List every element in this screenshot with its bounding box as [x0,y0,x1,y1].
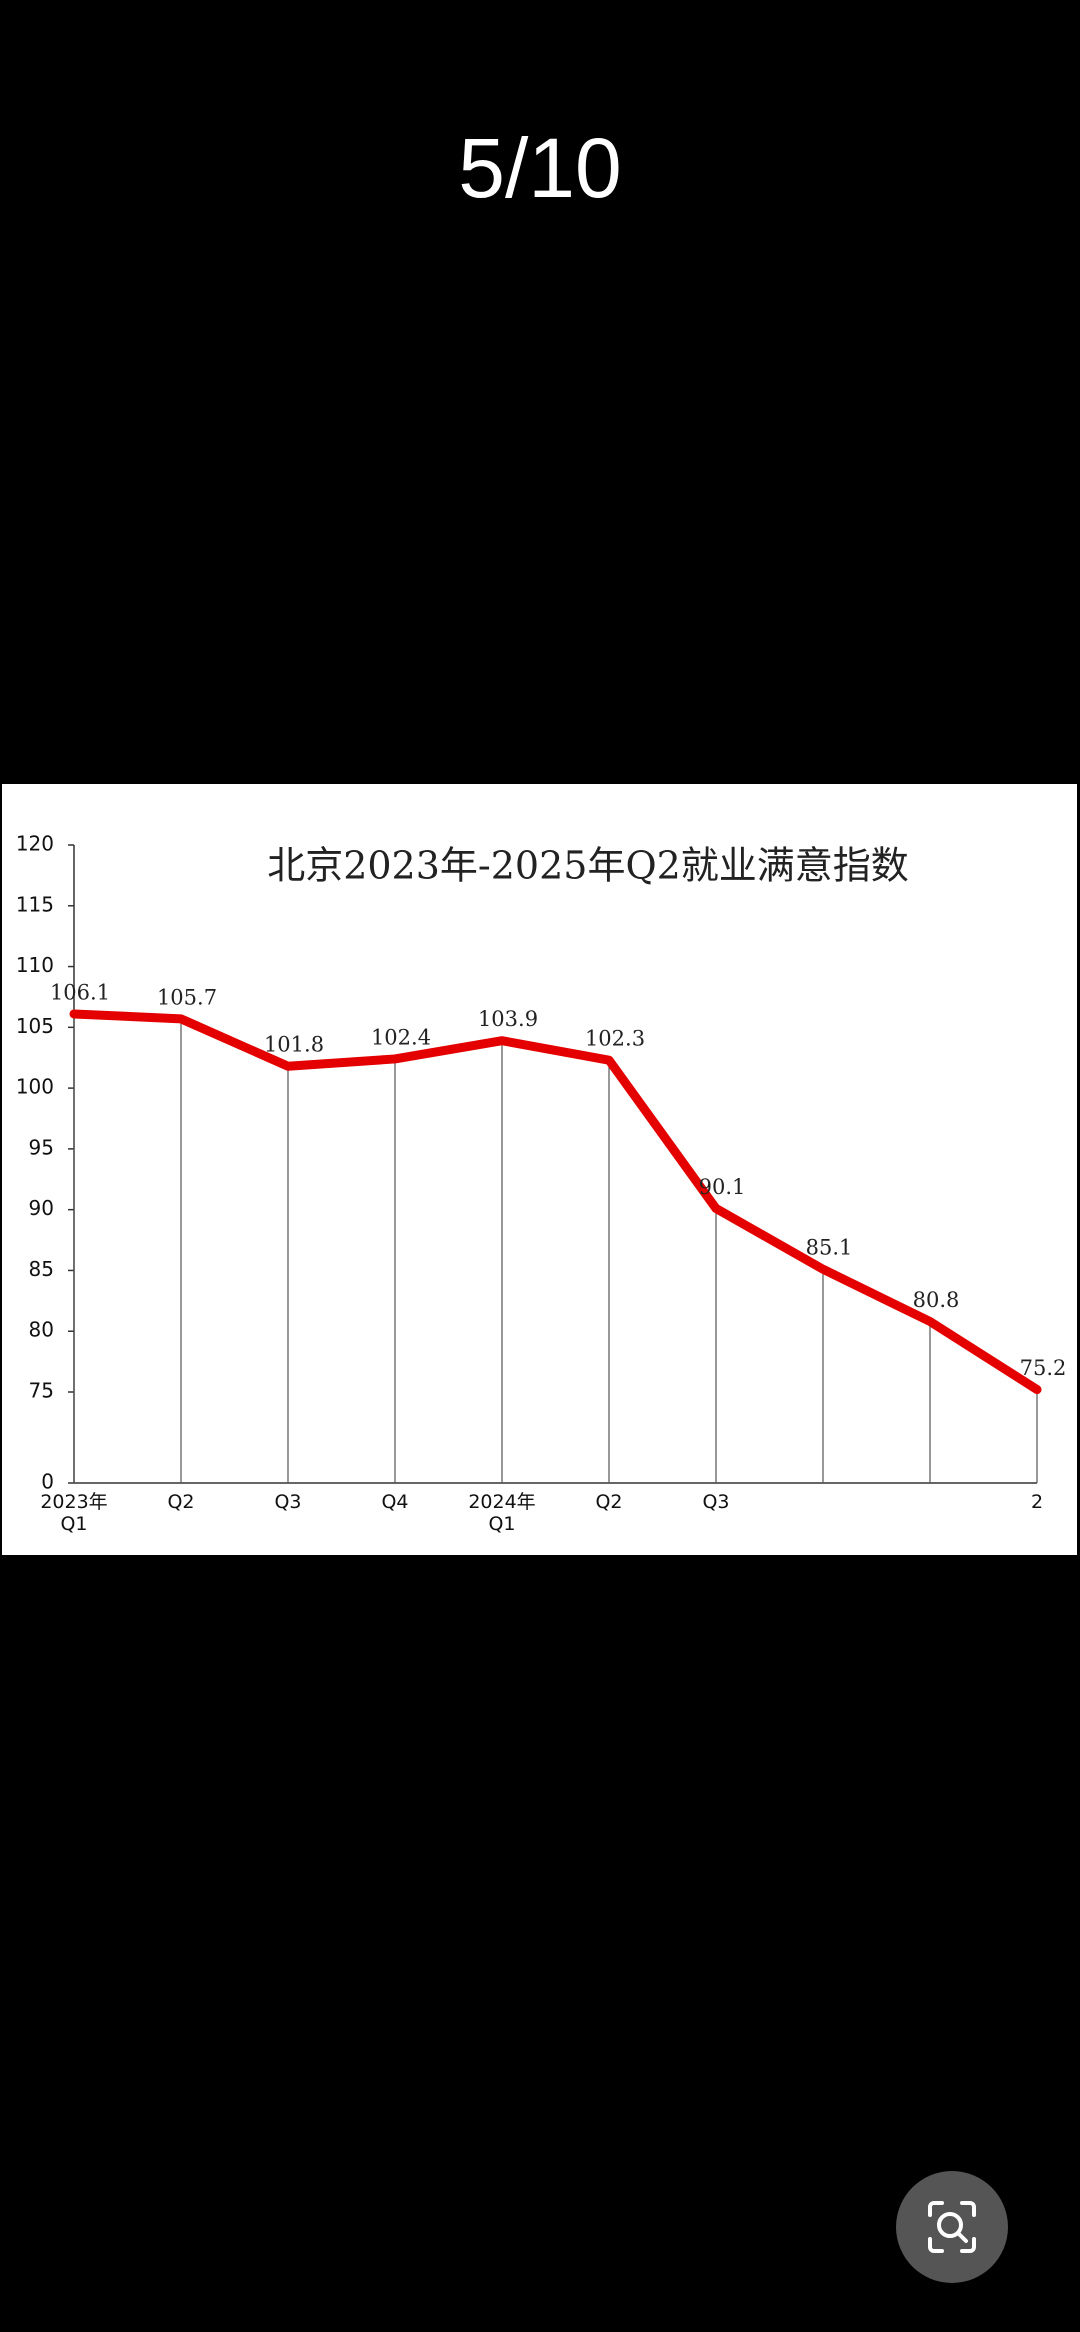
x-tick-label: Q2 [595,1491,623,1513]
value-label: 75.2 [1020,1356,1067,1380]
x-tick-label: Q3 [274,1491,302,1513]
y-tick-label: 75 [29,1379,54,1403]
value-label: 105.7 [157,985,217,1009]
y-tick-label: 95 [29,1135,54,1159]
x-tick-label: Q2 [167,1491,195,1513]
data-line [69,1009,1042,1395]
x-tick-label: 2023年 Q1 [40,1491,108,1535]
y-tick-label: 80 [29,1318,54,1342]
y-tick-label: 105 [16,1014,54,1038]
y-tick-label: 0 [41,1470,54,1494]
value-label: 90.1 [699,1175,746,1199]
x-tick-label: Q3 [702,1491,730,1513]
image-counter: 5/10 [458,121,622,215]
x-tick-label: 2 [1030,1491,1044,1513]
value-label: 102.4 [371,1025,431,1049]
y-tick-label: 90 [29,1196,54,1220]
value-label: 106.1 [50,980,110,1004]
chart: 北京2023年-2025年Q2就业满意指数 0 75 80 85 90 95 100 105 1… [16,832,1067,1494]
x-tick-label: 2024年 Q1 [468,1491,536,1535]
y-tick-label: 85 [29,1257,54,1281]
y-tick-label: 120 [16,832,54,856]
y-tick-label: 115 [16,892,54,916]
visual-search-button[interactable] [896,2171,1008,2283]
chart-image: 北京2023年-2025年Q2就业满意指数 0 75 80 85 90 95 100 105 1… [2,784,1077,1555]
search-icon [928,2201,976,2253]
y-tick-label: 100 [16,1075,54,1099]
x-tick-label: Q4 [381,1491,409,1513]
y-tick-label: 110 [16,953,54,977]
value-label: 80.8 [913,1288,960,1312]
value-label: 101.8 [264,1033,324,1057]
chart-title: 北京2023年-2025年Q2就业满意指数 [267,844,909,888]
value-label: 102.3 [585,1027,645,1051]
value-label: 85.1 [806,1236,853,1260]
value-label: 103.9 [478,1007,538,1031]
